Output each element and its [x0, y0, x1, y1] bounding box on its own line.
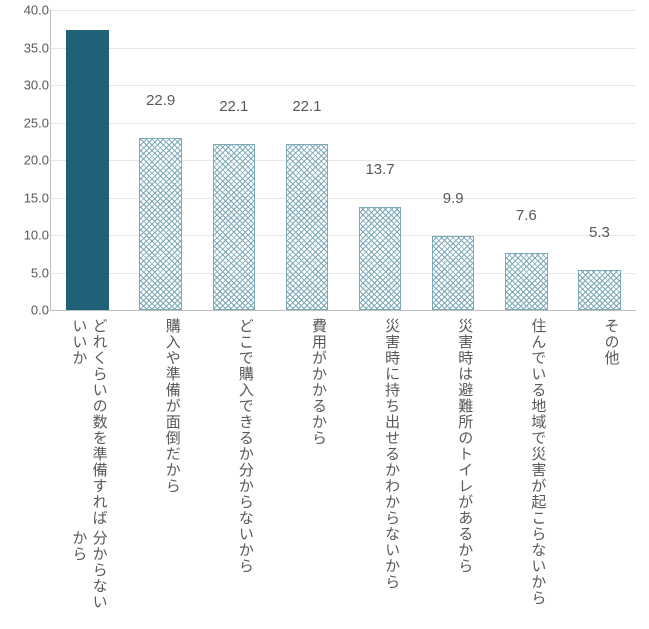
category-label: 住んでいる地域で災害が起こらないから — [503, 318, 547, 623]
category-label: その他 — [576, 318, 620, 623]
bar-value-label: 13.7 — [349, 161, 411, 184]
bar — [66, 30, 108, 311]
ytick-label: 35.0 — [4, 40, 49, 55]
bar-value-label: 37.4 — [56, 0, 118, 7]
gridline — [51, 85, 636, 86]
bar — [505, 253, 547, 310]
gridline — [51, 10, 636, 11]
category-label: どこで購入できるか分からないから — [211, 318, 255, 623]
category-label: 費用がかかるから — [284, 318, 328, 623]
plot-area: 37.422.922.122.113.79.97.65.3 — [50, 10, 636, 311]
ytick-label: 15.0 — [4, 190, 49, 205]
category-label: 災害時に持ち出せるかわからないから — [357, 318, 401, 623]
ytick-label: 40.0 — [4, 3, 49, 18]
gridline — [51, 48, 636, 49]
ytick-label: 5.0 — [4, 265, 49, 280]
gridline — [51, 123, 636, 124]
bar — [213, 144, 255, 310]
bar — [578, 270, 620, 310]
bar-value-label: 7.6 — [495, 207, 557, 230]
bar-value-label: 22.9 — [129, 92, 191, 115]
category-label: 購入や準備が面倒だから — [138, 318, 182, 623]
ytick-label: 10.0 — [4, 228, 49, 243]
bar — [286, 144, 328, 310]
bar-chart: 37.4 22.9 22.1 22.1 13.7 9.9 7.6 5.3 どれくらいの数を準備… — [0, 0, 649, 629]
bar-value-label: 9.9 — [422, 190, 484, 213]
ytick-label: 25.0 — [4, 115, 49, 130]
category-label: 災害時は避難所のトイレがあるから — [430, 318, 474, 623]
bar-value-label: 22.1 — [276, 98, 338, 121]
bar — [359, 207, 401, 310]
bar — [139, 138, 181, 310]
ytick-label: 30.0 — [4, 78, 49, 93]
ytick-label: 20.0 — [4, 153, 49, 168]
bar — [432, 236, 474, 310]
bar-value-label: 5.3 — [568, 224, 630, 247]
ytick-label: 0.0 — [4, 303, 49, 318]
bar-value-label: 22.1 — [203, 98, 265, 121]
category-label: どれくらいの数を準備すればいいか分からないから — [65, 318, 109, 623]
